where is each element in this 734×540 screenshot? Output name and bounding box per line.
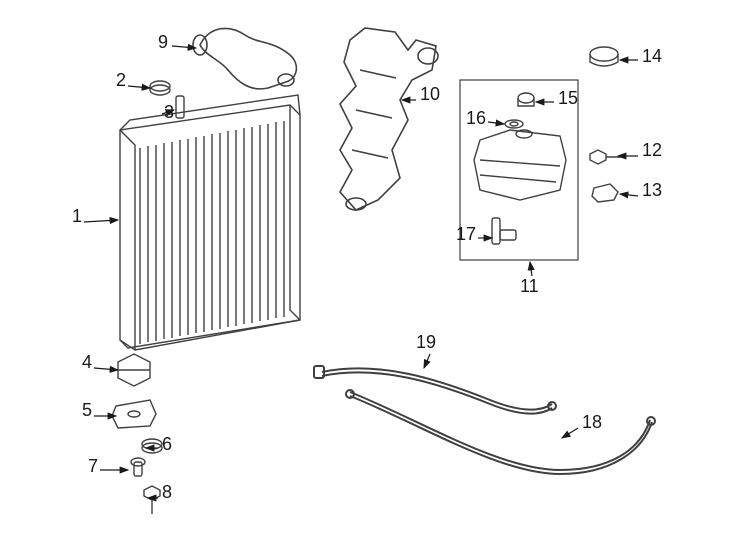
callout-9: 9 <box>158 32 168 53</box>
callout-5: 5 <box>82 400 92 421</box>
part-clip-13 <box>592 184 618 202</box>
part-hose-19 <box>314 366 556 414</box>
part-bracket-4 <box>118 354 150 386</box>
part-bracket-5 <box>112 400 156 428</box>
callout-4: 4 <box>82 352 92 373</box>
part-air-duct <box>340 28 438 210</box>
part-grommet-6 <box>142 439 162 453</box>
part-plug-15 <box>518 93 534 106</box>
callout-13: 13 <box>642 180 662 201</box>
part-bolt-8 <box>144 486 160 514</box>
part-washer-16 <box>505 120 523 128</box>
parts-layer <box>0 0 734 540</box>
part-pin-7 <box>131 458 145 476</box>
part-pin-3 <box>176 96 184 118</box>
part-radiator <box>120 95 300 350</box>
callout-14: 14 <box>642 46 662 67</box>
callout-3: 3 <box>164 102 174 123</box>
callout-layer <box>0 0 734 540</box>
callout-15: 15 <box>558 88 578 109</box>
callout-18: 18 <box>582 412 602 433</box>
callout-19: 19 <box>416 332 436 353</box>
part-grommet-2 <box>150 81 170 95</box>
callout-12: 12 <box>642 140 662 161</box>
part-reservoir <box>474 130 566 200</box>
callout-1: 1 <box>72 206 82 227</box>
diagram-canvas: 1 2 3 4 5 6 7 8 9 10 11 12 13 14 15 16 1… <box>0 0 734 540</box>
callout-7: 7 <box>88 456 98 477</box>
part-bolt-12 <box>590 150 626 164</box>
callout-6: 6 <box>162 434 172 455</box>
callout-8: 8 <box>162 482 172 503</box>
callout-17: 17 <box>456 224 476 245</box>
part-cap-14 <box>590 47 618 66</box>
part-sensor-17 <box>492 218 516 244</box>
callout-10: 10 <box>420 84 440 105</box>
callout-11: 11 <box>520 276 539 297</box>
part-hose-18 <box>346 390 655 474</box>
callout-2: 2 <box>116 70 126 91</box>
callout-16: 16 <box>466 108 486 129</box>
part-upper-hose <box>193 28 296 88</box>
